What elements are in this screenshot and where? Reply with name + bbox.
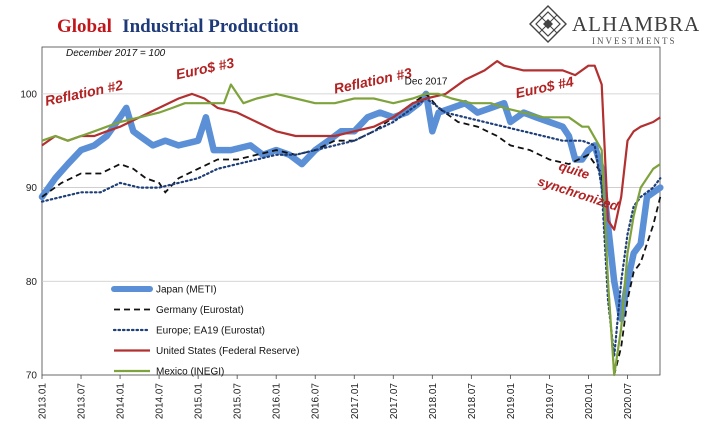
diamond-logo-icon xyxy=(529,5,567,43)
annotation-4: Euro$ #4 xyxy=(514,73,575,101)
legend: Japan (METI) Germany (Eurostat) Europe; EA… xyxy=(111,285,299,378)
legend-label-0: Japan (METI) xyxy=(156,285,217,296)
annotation-1: Euro$ #3 xyxy=(174,54,235,82)
brand-tagline: INVESTMENTS xyxy=(592,36,677,46)
x-tick-label: 2015.07 xyxy=(233,383,244,420)
brand-name: ALHAMBRA xyxy=(572,12,700,36)
grid-lines xyxy=(42,93,660,282)
chart-title: Global Industrial Production xyxy=(57,16,299,37)
x-tick-label: 2013.07 xyxy=(77,383,88,420)
x-tick-label: 2019.07 xyxy=(545,383,556,420)
y-tick-label: 90 xyxy=(26,183,38,194)
legend-label-3: United States (Federal Reserve) xyxy=(156,346,299,357)
legend-label-1: Germany (Eurostat) xyxy=(156,305,244,316)
legend-label-4: Mexico (INEGI) xyxy=(156,367,224,378)
annotation-2: Reflation #3 xyxy=(332,64,413,96)
annotation-3: Dec 2017 xyxy=(405,76,448,87)
x-tick-label: 2018.07 xyxy=(467,383,478,420)
x-tick-label: 2020.07 xyxy=(623,383,634,420)
chart-title-part2: Industrial Production xyxy=(122,16,299,37)
series-layer xyxy=(38,59,664,377)
x-tick-label: 2016.07 xyxy=(311,383,322,420)
series-line-2 xyxy=(40,97,662,357)
brand-logo: ALHAMBRA INVESTMENTS xyxy=(529,5,700,46)
y-tick-label: 70 xyxy=(26,371,38,382)
x-tick-label: 2013.01 xyxy=(38,383,49,420)
x-tick-label: 2014.01 xyxy=(116,383,127,420)
y-axis: 70 80 90 100 xyxy=(20,89,37,381)
x-tick-label: 2016.01 xyxy=(272,383,283,420)
chart-title-part1: Global xyxy=(57,16,112,37)
y-tick-label: 80 xyxy=(26,277,38,288)
x-tick-label: 2018.01 xyxy=(428,383,439,420)
y-tick-label: 100 xyxy=(20,89,37,100)
annotation-6: synchronized xyxy=(536,174,621,214)
series-line-4 xyxy=(41,83,661,377)
series-line-0 xyxy=(38,90,664,323)
x-tick-label: 2014.07 xyxy=(155,383,166,420)
x-tick-label: 2017.07 xyxy=(389,383,400,420)
x-axis: 2013.01 2013.07 2014.01 2014.07 2015.01 2015.… xyxy=(38,375,634,419)
annotation-0: Reflation #2 xyxy=(43,77,124,109)
legend-label-2: Europe; EA19 (Eurostat) xyxy=(156,326,265,337)
chart-subtitle: December 2017 = 100 xyxy=(66,48,166,59)
x-tick-label: 2019.01 xyxy=(506,383,517,420)
x-tick-label: 2020.01 xyxy=(584,383,595,420)
annotation-5: quite xyxy=(557,158,591,182)
x-tick-label: 2017.01 xyxy=(350,383,361,420)
x-tick-label: 2015.01 xyxy=(194,383,205,420)
plot-frame xyxy=(41,46,661,376)
